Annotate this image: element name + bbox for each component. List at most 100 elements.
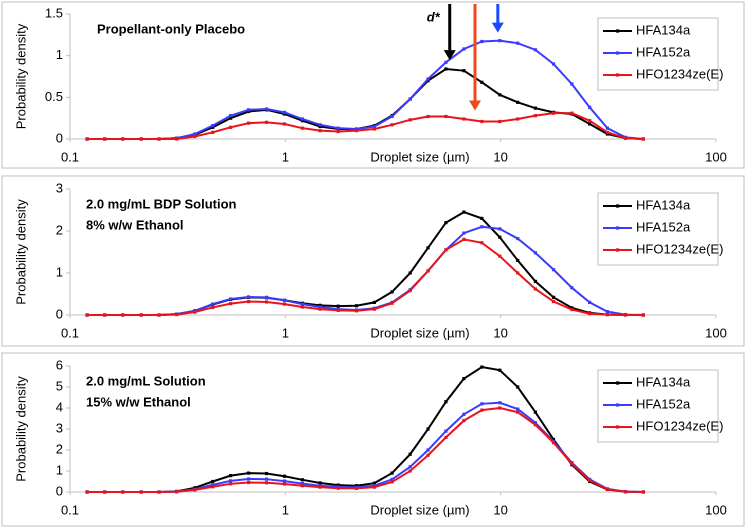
y-tick-label: 2 — [56, 441, 63, 456]
data-point — [605, 312, 609, 317]
data-point — [641, 313, 645, 317]
data-point — [551, 299, 556, 304]
data-point — [480, 365, 484, 369]
data-point — [300, 478, 304, 482]
data-point — [480, 80, 484, 84]
data-point — [139, 313, 143, 317]
data-point — [408, 452, 412, 456]
data-point — [480, 225, 484, 229]
data-point — [480, 402, 484, 406]
data-point — [336, 483, 340, 487]
data-point — [516, 100, 520, 104]
data-point — [462, 231, 466, 235]
panel-title: 8% w/w Ethanol — [86, 217, 184, 232]
data-point — [318, 305, 322, 309]
data-point — [426, 79, 430, 83]
data-point — [372, 307, 376, 311]
data-point — [139, 490, 143, 494]
x-tick-label: 10 — [493, 502, 507, 517]
data-point — [229, 116, 233, 120]
legend-label: HFA152a — [636, 44, 691, 59]
data-point — [300, 117, 304, 121]
y-axis-label: Probability density — [13, 199, 28, 305]
data-point — [372, 481, 376, 485]
data-point — [588, 312, 592, 316]
data-point — [282, 302, 287, 306]
data-point — [408, 465, 412, 469]
data-point — [605, 132, 609, 136]
data-point — [372, 124, 376, 129]
data-point — [426, 453, 430, 457]
y-axis-label: Probability density — [13, 376, 28, 482]
data-point — [480, 408, 484, 412]
data-point — [462, 210, 466, 214]
data-point — [426, 427, 430, 431]
data-point — [264, 481, 269, 485]
data-point — [229, 482, 233, 486]
data-point — [533, 251, 538, 255]
series-line — [87, 238, 644, 316]
data-point — [193, 310, 197, 314]
data-point — [264, 300, 269, 304]
x-tick-label: 1 — [282, 149, 289, 164]
data-point — [588, 119, 592, 123]
y-tick-label: 3 — [56, 180, 63, 195]
legend-marker — [616, 381, 620, 385]
y-tick-label: 4 — [56, 399, 63, 414]
data-point — [354, 304, 359, 308]
data-point — [551, 437, 556, 442]
data-point — [533, 114, 538, 118]
x-tick-label: 100 — [705, 502, 727, 517]
data-point — [462, 47, 466, 51]
data-point — [480, 39, 484, 44]
data-point — [211, 485, 215, 489]
data-point — [157, 137, 161, 141]
data-point — [426, 114, 430, 119]
y-tick-label: 0 — [56, 483, 63, 498]
data-point — [264, 471, 269, 476]
x-axis-label: Droplet size (µm) — [370, 149, 469, 164]
data-point — [193, 134, 197, 139]
data-point — [551, 111, 556, 115]
data-point — [282, 122, 287, 126]
panel-title: 15% w/w Ethanol — [86, 394, 191, 409]
data-point — [498, 235, 502, 239]
legend-label: HFA134a — [636, 197, 691, 212]
data-point — [408, 289, 412, 293]
y-tick-label: 1 — [56, 264, 63, 279]
data-point — [246, 471, 251, 475]
data-point — [533, 287, 538, 291]
data-point — [588, 300, 592, 304]
legend-label: HFO1234ze(E) — [636, 241, 723, 256]
data-point — [157, 490, 161, 494]
data-point — [390, 471, 394, 475]
data-point — [551, 62, 556, 66]
legend-label: HFA152a — [636, 219, 691, 234]
x-tick-label: 100 — [705, 149, 727, 164]
y-axis-label: Probability density — [13, 23, 28, 129]
data-point — [211, 124, 215, 128]
data-point — [300, 302, 304, 306]
data-point — [588, 105, 592, 109]
data-point — [282, 474, 287, 478]
data-point — [570, 306, 574, 310]
data-point — [282, 479, 287, 483]
y-tick-label: 0 — [56, 130, 63, 145]
data-point — [408, 97, 412, 101]
data-point — [246, 299, 251, 304]
data-point — [85, 313, 89, 317]
data-point — [623, 136, 628, 140]
data-point — [462, 412, 466, 416]
y-tick-label: 5 — [56, 378, 63, 393]
data-point — [516, 407, 520, 411]
data-point — [246, 121, 251, 125]
series-line — [87, 39, 644, 140]
data-point — [300, 119, 304, 123]
data-point — [462, 419, 466, 423]
data-point — [605, 310, 609, 314]
data-point — [605, 130, 609, 134]
arrow-head — [469, 100, 482, 111]
y-tick-label: 3 — [56, 420, 63, 435]
series-line — [87, 406, 644, 493]
data-point — [282, 110, 287, 114]
